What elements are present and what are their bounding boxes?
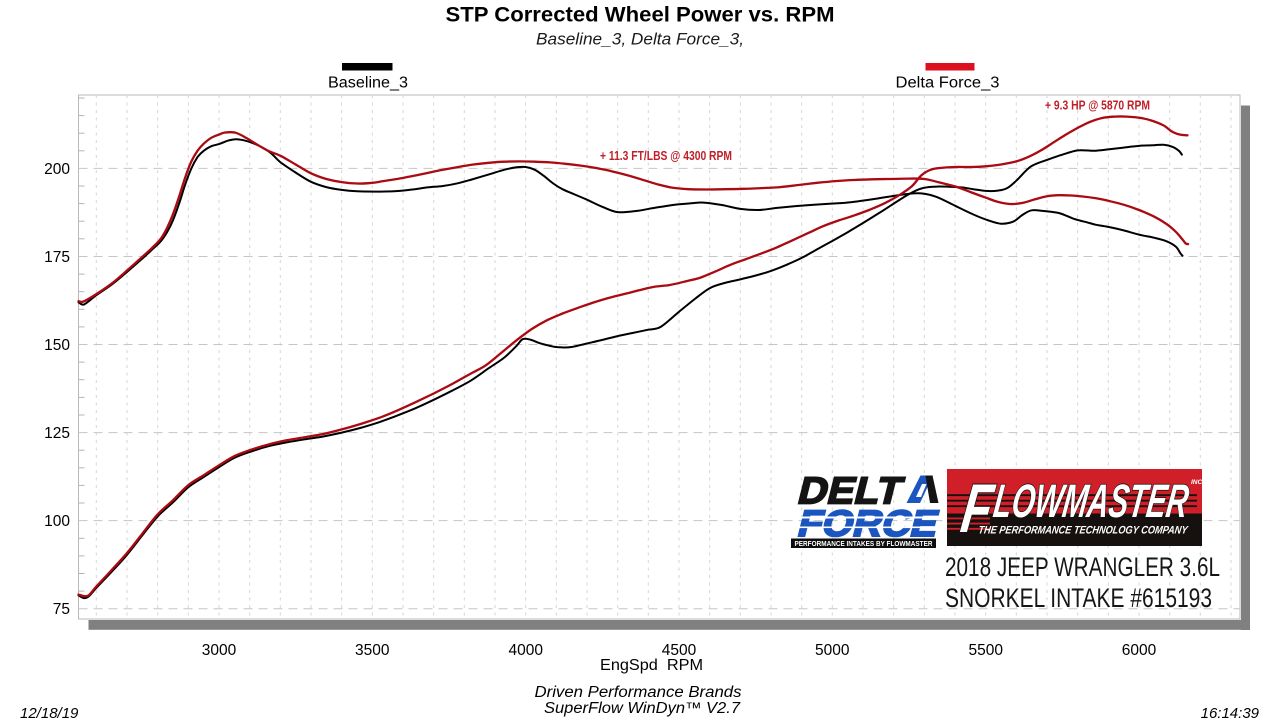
svg-text:INC.: INC. [1191,479,1204,486]
svg-text:+ 9.3 HP @ 5870 RPM: + 9.3 HP @ 5870 RPM [1045,99,1150,113]
svg-text:6000: 6000 [1122,642,1157,659]
svg-text:125: 125 [44,425,70,442]
svg-text:3500: 3500 [355,642,390,659]
svg-text:PERFORMANCE INTAKES BY FLOWMAS: PERFORMANCE INTAKES BY FLOWMASTER [795,539,933,548]
svg-text:5000: 5000 [815,642,850,659]
svg-text:Baseline_3, Delta Force_3,: Baseline_3, Delta Force_3, [536,31,744,49]
svg-text:DELT: DELT [794,470,908,512]
svg-text:75: 75 [53,601,70,618]
svg-text:2018 JEEP WRANGLER 3.6L: 2018 JEEP WRANGLER 3.6L [945,552,1220,582]
svg-text:EngSpd RPM: EngSpd RPM [600,657,703,674]
svg-text:Baseline_3: Baseline_3 [328,75,408,92]
svg-text:16:14:39: 16:14:39 [1201,705,1260,720]
svg-text:SuperFlow WinDyn™ V2.7: SuperFlow WinDyn™ V2.7 [544,700,741,717]
svg-text:FORCE: FORCE [794,503,943,544]
svg-text:12/18/19: 12/18/19 [20,705,79,720]
svg-text:STP Corrected Wheel Power vs.: STP Corrected Wheel Power vs. RPM [446,3,835,27]
svg-text:THE PERFORMANCE TECHNOLOGY COM: THE PERFORMANCE TECHNOLOGY COMPANY [978,525,1190,537]
svg-text:+ 11.3 FT/LBS @ 4300 RPM: + 11.3 FT/LBS @ 4300 RPM [600,149,732,163]
svg-text:175: 175 [44,249,70,266]
svg-text:LOWMASTER: LOWMASTER [990,475,1191,528]
svg-text:5500: 5500 [968,642,1003,659]
svg-text:200: 200 [44,161,70,178]
svg-text:Driven Performance Brands: Driven Performance Brands [535,684,742,701]
svg-text:100: 100 [44,513,70,530]
svg-text:4500: 4500 [662,642,697,659]
svg-text:SNORKEL INTAKE #615193: SNORKEL INTAKE #615193 [945,583,1212,613]
svg-text:3000: 3000 [202,642,237,659]
svg-text:150: 150 [44,337,70,354]
svg-text:4000: 4000 [508,642,543,659]
svg-text:Delta Force_3: Delta Force_3 [896,75,1000,92]
